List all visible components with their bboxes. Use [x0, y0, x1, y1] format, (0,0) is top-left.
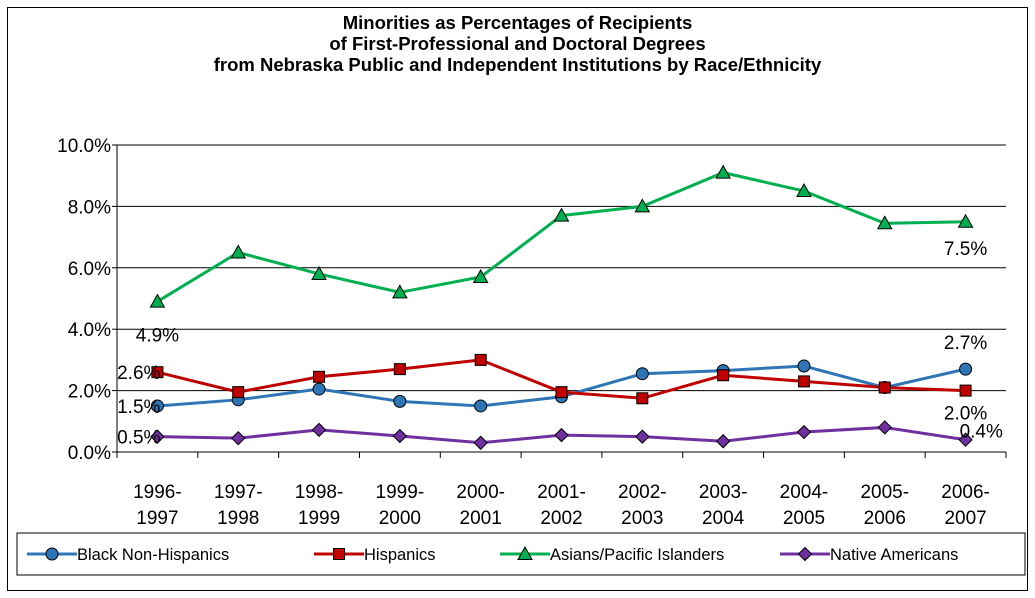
data-label: 0.5% [117, 428, 160, 449]
x-tick-label: 2006- [941, 482, 990, 503]
y-tick-label: 8.0% [68, 197, 111, 218]
data-label: 4.9% [136, 326, 179, 347]
x-tick-label: 1996- [133, 482, 182, 503]
data-point [230, 244, 247, 259]
data-point [715, 164, 731, 179]
data-point [957, 213, 974, 228]
data-point [473, 435, 488, 450]
chart-title: Minorities as Percentages of Recipients … [7, 12, 1028, 75]
data-point [796, 424, 812, 440]
x-tick-label: 2002 [540, 508, 582, 529]
x-tick-label: 1999- [376, 482, 425, 503]
y-tick-label: 0.0% [68, 443, 111, 464]
legend-label: Hispanics [364, 546, 436, 564]
data-point [554, 427, 569, 443]
legend-label: Black Non-Hispanics [77, 546, 229, 564]
x-tick-label: 1997- [214, 482, 263, 503]
data-point [474, 399, 488, 413]
x-tick-label: 2005- [860, 482, 909, 503]
data-point [553, 207, 570, 222]
data-point [311, 422, 327, 438]
x-tick-label: 1998 [217, 508, 259, 529]
data-label: 7.5% [944, 239, 987, 260]
x-tick-label: 1997 [136, 508, 178, 529]
data-point [151, 366, 164, 379]
data-point [636, 392, 649, 405]
data-label: 1.5% [117, 397, 160, 418]
data-point [797, 359, 811, 373]
chart-frame [7, 7, 1028, 591]
x-tick-label: 2003- [699, 482, 748, 503]
data-point [958, 432, 973, 447]
x-tick-label: 1998- [295, 482, 344, 503]
data-label: 2.7% [944, 333, 987, 354]
data-point [393, 394, 407, 408]
data-point [150, 429, 165, 444]
legend-marker [45, 547, 59, 561]
data-point [878, 381, 891, 394]
chart-title-line-1: Minorities as Percentages of Recipients [342, 12, 693, 33]
series-line [156, 171, 966, 303]
x-tick-label: 2003 [621, 508, 663, 529]
x-tick-label: 2007 [944, 508, 986, 529]
data-point [959, 384, 972, 397]
x-tick-label: 2000- [456, 482, 505, 503]
data-point [312, 382, 326, 396]
data-point [717, 369, 730, 382]
chart-title-line-3: from Nebraska Public and Independent Ins… [213, 54, 822, 75]
x-tick-label: 2002- [618, 482, 667, 503]
data-point [474, 353, 487, 366]
data-point [392, 428, 408, 444]
y-tick-label: 2.0% [68, 382, 111, 403]
data-point [313, 370, 326, 383]
y-tick-label: 10.0% [57, 136, 111, 157]
data-point [876, 215, 893, 230]
data-point [555, 386, 568, 399]
data-point [959, 362, 973, 376]
data-label: 2.6% [117, 363, 160, 384]
data-point [635, 367, 649, 381]
data-point [311, 265, 327, 280]
data-point [231, 430, 246, 446]
data-point [150, 399, 164, 413]
data-point [232, 386, 245, 399]
x-tick-label: 2000 [379, 508, 421, 529]
data-point [149, 293, 166, 308]
legend-marker [797, 546, 813, 562]
legend-label: Native Americans [830, 546, 958, 564]
data-point [715, 434, 731, 449]
legend-marker [333, 548, 345, 560]
y-tick-label: 4.0% [68, 320, 111, 341]
y-tick-label: 6.0% [68, 259, 111, 280]
data-point [634, 198, 651, 213]
x-tick-label: 2004 [702, 508, 745, 529]
data-label: 2.0% [944, 404, 987, 425]
data-point [877, 420, 892, 435]
x-tick-label: 2001- [537, 482, 586, 503]
data-point [472, 268, 489, 284]
x-tick-label: 2004- [780, 482, 829, 503]
data-point [635, 429, 650, 444]
data-point [796, 183, 812, 198]
x-tick-label: 2001 [460, 508, 502, 529]
legend-label: Asians/Pacific Islanders [550, 546, 724, 564]
data-point [392, 284, 408, 299]
legend-marker [517, 545, 533, 560]
x-tick-label: 2005 [783, 508, 825, 529]
data-point [797, 375, 810, 388]
chart-title-line-2: of First-Professional and Doctoral Degre… [329, 33, 706, 54]
data-point [393, 363, 406, 376]
x-tick-label: 1999 [298, 508, 340, 529]
data-label: 0.4% [960, 422, 1003, 443]
x-tick-label: 2006 [864, 508, 906, 529]
